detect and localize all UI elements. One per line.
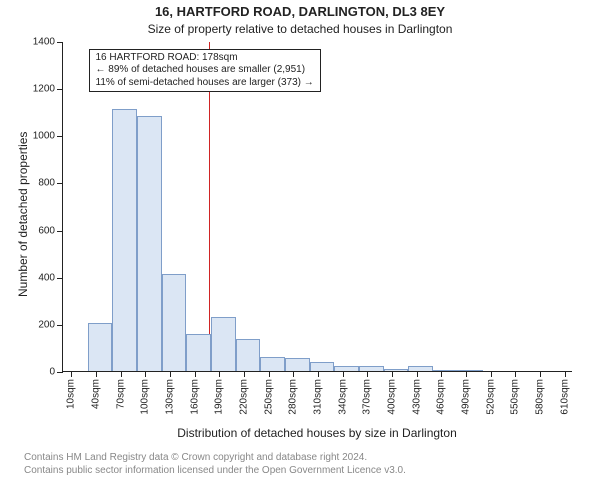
x-tick-label: 310sqm xyxy=(313,379,324,415)
annotation-box: 16 HARTFORD ROAD: 178sqm ← 89% of detach… xyxy=(89,49,321,93)
plot-area: 16 HARTFORD ROAD: 178sqm ← 89% of detach… xyxy=(62,42,572,372)
x-tick-label: 100sqm xyxy=(140,379,151,415)
histogram-bar xyxy=(408,366,433,371)
x-tick-label: 160sqm xyxy=(189,379,200,415)
y-tick xyxy=(57,278,63,279)
y-tick xyxy=(57,89,63,90)
histogram-bar xyxy=(285,358,310,371)
annotation-line3: 11% of semi-detached houses are larger (… xyxy=(96,77,314,90)
histogram-bar xyxy=(310,362,335,371)
y-tick-label: 400 xyxy=(38,272,55,283)
x-tick xyxy=(367,371,368,377)
footer: Contains HM Land Registry data © Crown c… xyxy=(0,452,600,477)
y-tick xyxy=(57,42,63,43)
x-tick-label: 520sqm xyxy=(485,379,496,415)
y-tick-label: 200 xyxy=(38,319,55,330)
y-tick xyxy=(57,372,63,373)
histogram-bar xyxy=(334,366,359,371)
histogram-bar xyxy=(384,369,409,371)
x-tick-label: 40sqm xyxy=(90,379,101,409)
y-tick xyxy=(57,136,63,137)
x-tick-label: 580sqm xyxy=(535,379,546,415)
annotation-line2: ← 89% of detached houses are smaller (2,… xyxy=(96,64,314,77)
histogram-bar xyxy=(359,366,384,371)
y-tick-label: 1000 xyxy=(33,131,55,142)
footer-line2: Contains public sector information licen… xyxy=(24,465,600,478)
y-tick-label: 600 xyxy=(38,225,55,236)
x-tick-label: 190sqm xyxy=(214,379,225,415)
x-tick-label: 280sqm xyxy=(288,379,299,415)
x-tick xyxy=(244,371,245,377)
x-tick-label: 250sqm xyxy=(263,379,274,415)
x-tick xyxy=(318,371,319,377)
x-tick-label: 610sqm xyxy=(559,379,570,415)
x-tick-label: 550sqm xyxy=(510,379,521,415)
histogram-bar xyxy=(236,339,261,371)
x-tick xyxy=(515,371,516,377)
x-tick-label: 130sqm xyxy=(164,379,175,415)
y-tick xyxy=(57,325,63,326)
footer-line1: Contains HM Land Registry data © Crown c… xyxy=(24,452,600,465)
chart-subtitle: Size of property relative to detached ho… xyxy=(0,22,600,36)
x-tick xyxy=(293,371,294,377)
x-tick-label: 70sqm xyxy=(115,379,126,409)
x-tick xyxy=(441,371,442,377)
histogram-bar xyxy=(433,370,458,371)
x-tick-label: 400sqm xyxy=(387,379,398,415)
annotation-line1: 16 HARTFORD ROAD: 178sqm xyxy=(96,52,314,65)
x-tick xyxy=(466,371,467,377)
histogram-bar xyxy=(458,370,483,371)
x-tick-label: 460sqm xyxy=(436,379,447,415)
y-tick-label: 1400 xyxy=(33,37,55,48)
y-tick-label: 800 xyxy=(38,178,55,189)
x-tick xyxy=(540,371,541,377)
histogram-bar xyxy=(211,317,236,371)
histogram-bar xyxy=(88,323,113,371)
y-tick xyxy=(57,183,63,184)
histogram-bar xyxy=(186,334,211,371)
x-tick xyxy=(71,371,72,377)
x-tick xyxy=(96,371,97,377)
y-tick xyxy=(57,231,63,232)
x-tick-label: 10sqm xyxy=(66,379,77,409)
x-tick xyxy=(392,371,393,377)
x-tick xyxy=(121,371,122,377)
x-tick xyxy=(195,371,196,377)
histogram-bar xyxy=(260,357,285,371)
y-axis-label: Number of detached properties xyxy=(16,132,30,297)
histogram-bar xyxy=(112,109,137,371)
y-tick-label: 1200 xyxy=(33,84,55,95)
x-tick xyxy=(145,371,146,377)
x-tick xyxy=(170,371,171,377)
x-tick xyxy=(343,371,344,377)
x-tick-label: 490sqm xyxy=(461,379,472,415)
x-tick-label: 370sqm xyxy=(362,379,373,415)
y-tick-label: 0 xyxy=(49,367,55,378)
x-axis-label: Distribution of detached houses by size … xyxy=(62,426,572,440)
x-tick-label: 220sqm xyxy=(238,379,249,415)
x-tick xyxy=(491,371,492,377)
chart-container: 16, HARTFORD ROAD, DARLINGTON, DL3 8EY S… xyxy=(0,0,600,500)
histogram-bar xyxy=(162,274,187,371)
x-tick-label: 430sqm xyxy=(411,379,422,415)
chart-title: 16, HARTFORD ROAD, DARLINGTON, DL3 8EY xyxy=(0,4,600,19)
histogram-bar xyxy=(137,116,162,371)
x-tick-label: 340sqm xyxy=(337,379,348,415)
x-tick xyxy=(565,371,566,377)
x-tick xyxy=(417,371,418,377)
x-tick xyxy=(269,371,270,377)
x-tick xyxy=(219,371,220,377)
